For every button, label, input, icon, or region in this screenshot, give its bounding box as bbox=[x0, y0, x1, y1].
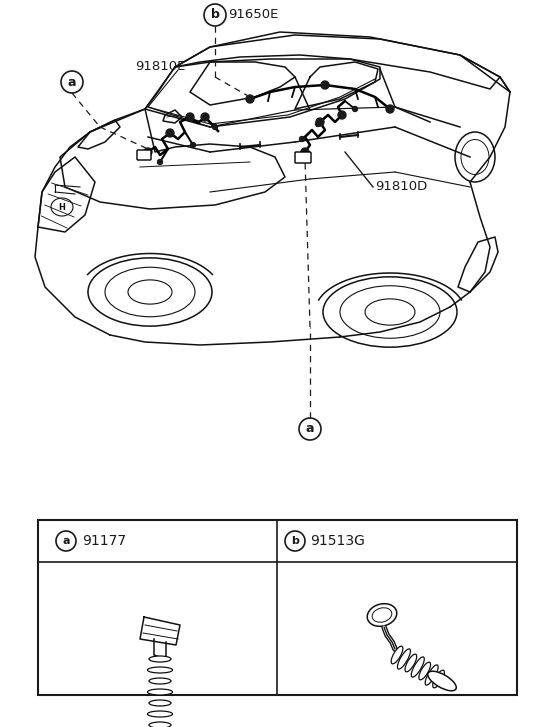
Circle shape bbox=[316, 118, 324, 126]
Ellipse shape bbox=[405, 654, 417, 672]
Circle shape bbox=[190, 142, 195, 148]
Circle shape bbox=[300, 137, 305, 142]
Circle shape bbox=[386, 105, 394, 113]
Ellipse shape bbox=[148, 689, 173, 695]
Text: a: a bbox=[68, 76, 76, 89]
Text: a: a bbox=[62, 536, 70, 546]
Text: a: a bbox=[306, 422, 314, 435]
Ellipse shape bbox=[411, 657, 424, 677]
Polygon shape bbox=[154, 639, 166, 659]
Ellipse shape bbox=[149, 700, 171, 706]
Circle shape bbox=[186, 113, 194, 121]
Ellipse shape bbox=[397, 649, 411, 669]
Text: 91810D: 91810D bbox=[375, 180, 427, 193]
Ellipse shape bbox=[425, 665, 438, 685]
Ellipse shape bbox=[149, 678, 171, 684]
Ellipse shape bbox=[367, 603, 397, 627]
Circle shape bbox=[321, 81, 329, 89]
FancyBboxPatch shape bbox=[295, 152, 311, 163]
Ellipse shape bbox=[149, 656, 171, 662]
Circle shape bbox=[166, 129, 174, 137]
Ellipse shape bbox=[149, 722, 171, 727]
Ellipse shape bbox=[148, 711, 173, 717]
Circle shape bbox=[201, 113, 209, 121]
Circle shape bbox=[158, 159, 163, 164]
Circle shape bbox=[246, 95, 254, 103]
Text: H: H bbox=[59, 203, 65, 212]
Text: b: b bbox=[291, 536, 299, 546]
Circle shape bbox=[144, 148, 152, 156]
Ellipse shape bbox=[391, 646, 403, 664]
Circle shape bbox=[315, 121, 320, 126]
Circle shape bbox=[338, 111, 346, 119]
Text: b: b bbox=[210, 9, 219, 22]
Ellipse shape bbox=[433, 670, 445, 688]
Polygon shape bbox=[140, 617, 180, 645]
FancyBboxPatch shape bbox=[137, 150, 151, 160]
Text: 91513G: 91513G bbox=[310, 534, 365, 548]
Text: 91650E: 91650E bbox=[228, 9, 279, 22]
Text: 91810E: 91810E bbox=[135, 60, 185, 73]
Text: 91177: 91177 bbox=[82, 534, 126, 548]
Ellipse shape bbox=[428, 671, 456, 691]
Circle shape bbox=[213, 124, 218, 129]
Ellipse shape bbox=[419, 662, 431, 680]
Ellipse shape bbox=[372, 608, 392, 622]
Circle shape bbox=[301, 148, 309, 156]
Ellipse shape bbox=[148, 667, 173, 673]
Circle shape bbox=[352, 106, 357, 111]
FancyBboxPatch shape bbox=[38, 520, 517, 695]
